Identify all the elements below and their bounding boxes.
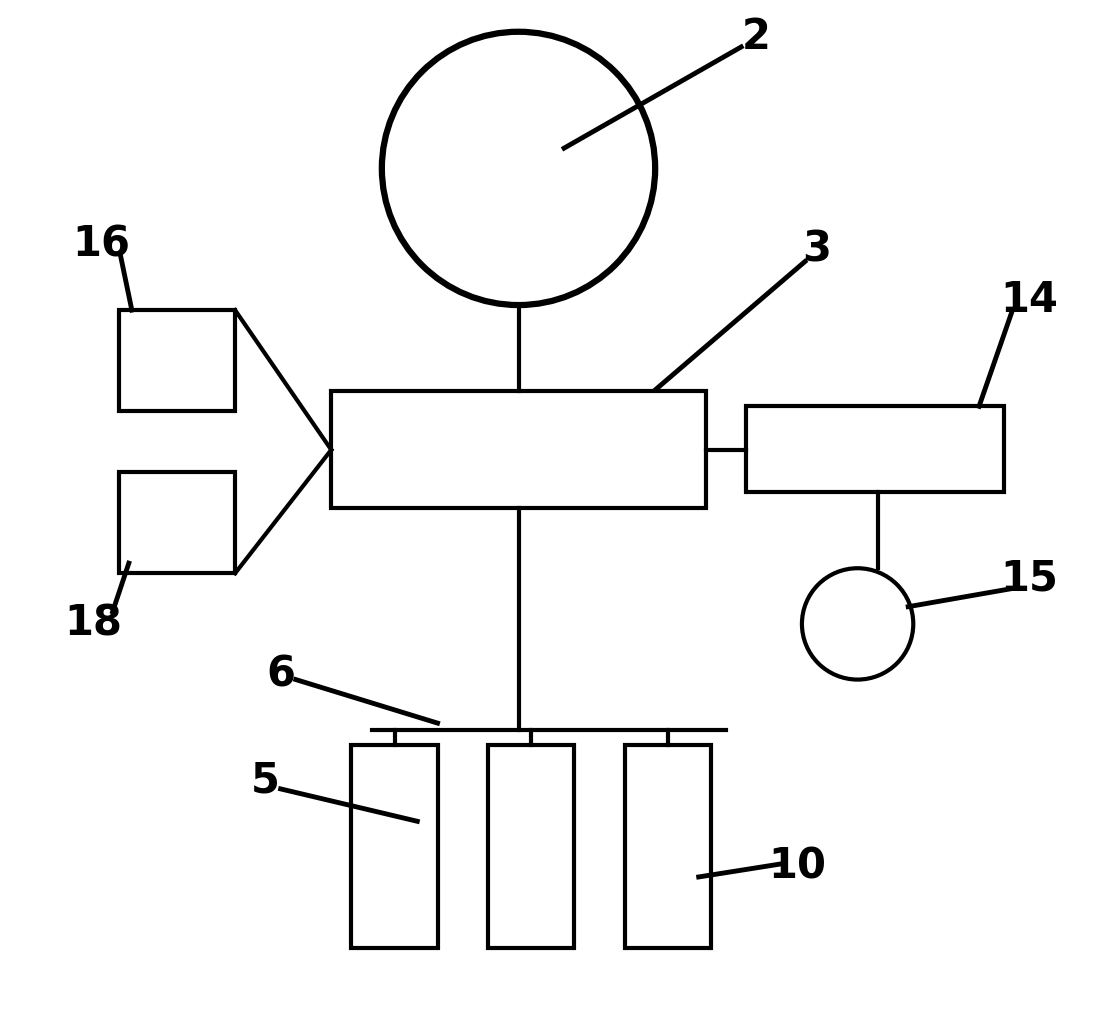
Text: 5: 5	[252, 760, 280, 802]
Text: 2: 2	[742, 16, 770, 58]
Text: 16: 16	[73, 223, 131, 265]
Text: 14: 14	[1001, 279, 1059, 321]
Bar	[331, 391, 705, 508]
Text: 18: 18	[65, 603, 122, 645]
Bar	[351, 745, 437, 948]
Bar	[119, 472, 235, 573]
Bar	[489, 745, 575, 948]
Text: 10: 10	[768, 845, 826, 888]
Text: 15: 15	[1001, 557, 1059, 599]
Bar	[119, 311, 235, 411]
Text: 3: 3	[803, 228, 832, 270]
Bar	[746, 406, 1004, 492]
Bar	[625, 745, 711, 948]
Text: 6: 6	[266, 654, 295, 695]
